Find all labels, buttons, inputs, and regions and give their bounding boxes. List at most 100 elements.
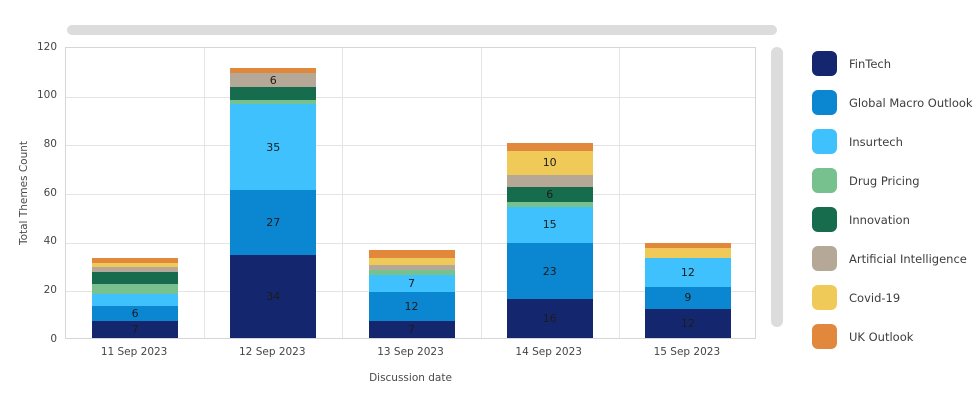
bar-segment[interactable]: [368, 257, 455, 265]
bar-segment-value-label: 6: [546, 187, 554, 201]
bar-segment-value-label: 6: [131, 307, 139, 321]
bar-segment-value-label: 12: [680, 265, 695, 279]
vertical-scrollbar-thumb[interactable]: [771, 47, 783, 327]
y-axis-tick-label: 100: [36, 89, 57, 102]
y-axis-tick-label: 60: [43, 186, 57, 199]
bar-segment[interactable]: 10: [506, 150, 593, 175]
bar-segment-value-label: 10: [542, 156, 557, 170]
bar-segment[interactable]: 35: [230, 104, 317, 190]
gridline-horizontal: [66, 145, 755, 147]
bar-segment-value-label: 34: [266, 290, 281, 304]
bar-segment[interactable]: 9: [644, 286, 731, 309]
bar-segment[interactable]: [506, 201, 593, 207]
legend: FinTech Global Macro Outlook Insurtech Drug…: [812, 51, 973, 349]
bar-segment[interactable]: 7: [92, 320, 179, 338]
bar-segment-value-label: 27: [266, 215, 281, 229]
bar-segment[interactable]: [230, 99, 317, 105]
legend-swatch: [812, 246, 837, 271]
bar-segment-value-label: 12: [404, 299, 419, 313]
legend-swatch: [812, 129, 837, 154]
legend-label: UK Outlook: [849, 329, 914, 344]
bar-segment-value-label: 7: [131, 322, 139, 336]
legend-item-insurtech[interactable]: Insurtech: [812, 129, 973, 154]
y-axis-tick-label: 20: [43, 283, 57, 296]
bar-segment-value-label: 15: [542, 218, 557, 232]
legend-swatch: [812, 324, 837, 349]
legend-item-innovation[interactable]: Innovation: [812, 207, 973, 232]
legend-item-global-macro-outlook[interactable]: Global Macro Outlook: [812, 90, 973, 115]
y-axis-tick-label: 0: [50, 332, 57, 345]
bar-segment[interactable]: [92, 284, 179, 295]
bar-segment[interactable]: 7: [368, 274, 455, 292]
legend-label: Innovation: [849, 212, 910, 227]
legend-label: Global Macro Outlook: [849, 95, 973, 110]
bar-segment-value-label: 7: [408, 276, 415, 290]
bar-segment-value-label: 7: [408, 322, 415, 336]
plot-area: 7 6 34 27 35 6 7 12 7 16 23 15 6 10 12 9 12: [65, 47, 756, 339]
legend-swatch: [812, 207, 837, 232]
bar-segment[interactable]: [92, 262, 179, 268]
bar-segment[interactable]: [230, 87, 317, 100]
bar-segment[interactable]: [644, 247, 731, 258]
bar-segment[interactable]: 6: [92, 306, 179, 321]
legend-item-covid-19[interactable]: Covid-19: [812, 285, 973, 310]
gridline-vertical: [204, 48, 206, 338]
bar-segment[interactable]: [644, 243, 731, 248]
y-axis-tick-label: 40: [43, 235, 57, 248]
x-axis-tick-label: 11 Sep 2023: [100, 346, 168, 358]
legend-swatch: [812, 168, 837, 193]
bar-segment[interactable]: 12: [368, 291, 455, 321]
bar-segment[interactable]: 34: [230, 255, 317, 338]
bar-segment-value-label: 12: [680, 316, 695, 330]
bar-segment-value-label: 35: [266, 140, 281, 154]
bar-segment[interactable]: [368, 269, 455, 275]
legend-swatch: [812, 90, 837, 115]
gridline-horizontal: [66, 96, 755, 98]
legend-item-artificial-intelligence[interactable]: Artificial Intelligence: [812, 246, 973, 271]
legend-swatch: [812, 285, 837, 310]
bar-segment[interactable]: [92, 257, 179, 263]
x-axis-title: Discussion date: [369, 372, 452, 384]
bar-segment[interactable]: [92, 267, 179, 273]
bar-segment[interactable]: 12: [644, 257, 731, 287]
bar-segment[interactable]: [368, 265, 455, 270]
bar-segment[interactable]: 23: [506, 243, 593, 300]
legend-item-uk-outlook[interactable]: UK Outlook: [812, 324, 973, 349]
legend-label: Drug Pricing: [849, 173, 920, 188]
legend-label: FinTech: [849, 56, 892, 71]
gridline-horizontal: [66, 194, 755, 195]
bar-segment[interactable]: [368, 250, 455, 258]
bar-segment[interactable]: 6: [230, 72, 317, 88]
legend-item-drug-pricing[interactable]: Drug Pricing: [812, 168, 973, 193]
bar-segment-value-label: 9: [684, 291, 692, 305]
gridline-horizontal: [66, 242, 755, 244]
bar-segment[interactable]: 7: [368, 320, 455, 338]
x-axis-tick-label: 14 Sep 2023: [515, 346, 582, 358]
bar-segment[interactable]: [92, 294, 179, 307]
bar-segment[interactable]: 6: [506, 187, 593, 202]
gridline-vertical: [342, 48, 344, 338]
x-axis-tick-label: 12 Sep 2023: [239, 346, 306, 358]
legend-item-fintech[interactable]: FinTech: [812, 51, 973, 76]
bar-segment-value-label: 23: [542, 264, 557, 278]
legend-swatch: [812, 51, 837, 76]
bar-segment[interactable]: 27: [230, 189, 317, 256]
x-axis-tick-label: 15 Sep 2023: [653, 346, 721, 358]
bar-segment[interactable]: [92, 272, 179, 285]
bar-segment-value-label: 16: [542, 312, 557, 326]
bar-segment[interactable]: [230, 67, 317, 73]
bar-segment[interactable]: [506, 174, 593, 188]
legend-label: Covid-19: [849, 290, 901, 305]
horizontal-scrollbar-thumb[interactable]: [67, 25, 777, 35]
bar-segment[interactable]: [506, 143, 593, 151]
bar-segment[interactable]: 15: [506, 206, 593, 244]
y-axis-tick-label: 80: [43, 137, 57, 150]
gridline-vertical: [480, 48, 482, 338]
legend-label: Artificial Intelligence: [849, 251, 967, 266]
bar-segment[interactable]: 16: [506, 299, 593, 338]
bar-segment[interactable]: 12: [644, 308, 731, 338]
x-axis-tick-label: 13 Sep 2023: [377, 346, 444, 358]
gridline-vertical: [618, 48, 620, 338]
legend-label: Insurtech: [849, 134, 903, 149]
